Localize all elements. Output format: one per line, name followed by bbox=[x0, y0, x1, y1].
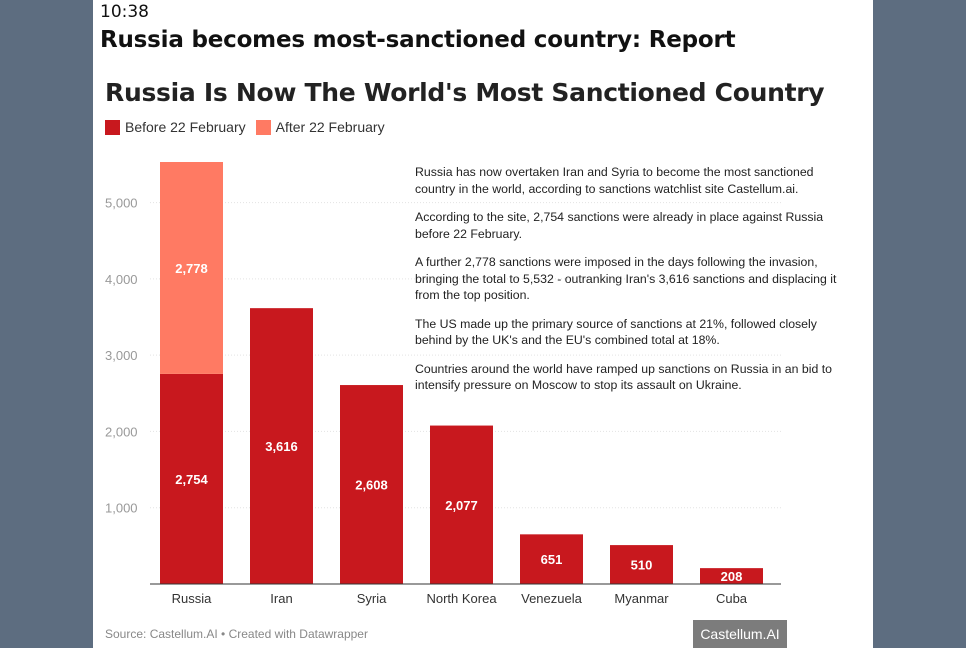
y-tick-label: 1,000 bbox=[105, 501, 138, 516]
x-tick-label: Venezuela bbox=[521, 591, 582, 606]
legend-label-before: Before 22 February bbox=[125, 119, 246, 135]
note-paragraph: Russia has now overtaken Iran and Syria … bbox=[415, 165, 814, 196]
y-tick-label: 5,000 bbox=[105, 196, 138, 211]
bar-north-korea-before bbox=[430, 425, 493, 584]
note-paragraph: The US made up the primary source of san… bbox=[415, 316, 817, 348]
x-tick-label: Russia bbox=[172, 591, 213, 606]
legend-item-after: After 22 February bbox=[255, 119, 385, 135]
bar-data-label: 510 bbox=[631, 558, 653, 573]
legend-label-after: After 22 February bbox=[275, 119, 385, 135]
note-paragraph: A further 2,778 sanctions were imposed i… bbox=[415, 255, 837, 302]
bar-myanmar-before bbox=[610, 545, 673, 584]
bar-cuba-before bbox=[700, 568, 763, 584]
chart-title: Russia Is Now The World's Most Sanctione… bbox=[105, 78, 825, 107]
bar-data-label: 2,608 bbox=[355, 478, 388, 493]
bar-russia-before bbox=[160, 373, 223, 584]
legend-swatch-before bbox=[105, 119, 120, 135]
watermark-logo: Castellum.AI bbox=[693, 620, 787, 648]
bar-data-label: 2,778 bbox=[175, 261, 208, 276]
x-tick-label: Cuba bbox=[716, 591, 748, 606]
bar-chart: 1,000 2,000 3,000 4,000 5,000 2,754 2,778 Russi… bbox=[105, 162, 781, 606]
bar-syria-before bbox=[340, 385, 403, 584]
y-tick-label: 2,000 bbox=[105, 424, 138, 439]
bar-iran-before bbox=[250, 308, 313, 584]
x-tick-label: Iran bbox=[270, 591, 292, 606]
bar-venezuela-before bbox=[520, 534, 583, 584]
bar-data-label: 2,754 bbox=[175, 472, 208, 487]
x-tick-label: North Korea bbox=[426, 591, 497, 606]
bar-data-label: 651 bbox=[541, 552, 563, 567]
article-card: 10:38 Russia becomes most-sanctioned cou… bbox=[93, 0, 873, 648]
y-tick-label: 4,000 bbox=[105, 272, 138, 287]
bar-russia-after bbox=[160, 162, 223, 374]
bar-data-label: 2,077 bbox=[445, 498, 478, 513]
chart-notes: Russia has now overtaken Iran and Syria … bbox=[415, 164, 845, 406]
x-tick-label: Myanmar bbox=[614, 591, 669, 606]
note-paragraph: According to the site, 2,754 sanctions w… bbox=[415, 210, 824, 241]
chart-source: Source: Castellum.AI • Created with Data… bbox=[105, 627, 368, 641]
bar-data-label: 208 bbox=[721, 569, 743, 584]
legend-swatch-after bbox=[255, 119, 271, 135]
chart-legend: Before 22 February After 22 February bbox=[105, 119, 395, 135]
y-tick-label: 3,000 bbox=[105, 348, 138, 363]
status-time: 10:38 bbox=[100, 2, 149, 22]
legend-item-before: Before 22 February bbox=[105, 119, 246, 135]
article-headline: Russia becomes most-sanctioned country: … bbox=[100, 27, 736, 53]
x-tick-label: Syria bbox=[357, 591, 387, 606]
note-paragraph: Countries around the world have ramped u… bbox=[415, 361, 832, 393]
bar-data-label: 3,616 bbox=[265, 439, 298, 454]
